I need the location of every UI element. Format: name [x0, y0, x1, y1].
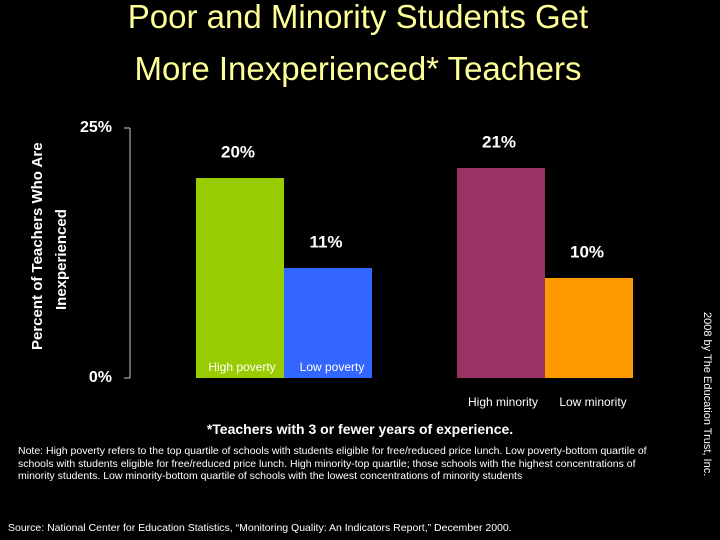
chart-title: More Inexperienced* Teachers — [135, 50, 582, 87]
bar — [545, 278, 633, 378]
bar — [284, 268, 372, 378]
y-tick-label: 25% — [80, 119, 112, 136]
y-axis-label: Percent of Teachers Who Are — [29, 142, 46, 350]
value-label: 10% — [570, 242, 604, 261]
note: Note: High poverty refers to the top qua… — [18, 445, 647, 482]
bar — [196, 178, 284, 378]
credit: 2008 by The Education Trust, Inc. — [701, 312, 713, 476]
x-tick-label: High minority — [468, 395, 538, 409]
y-axis-label: Inexperienced — [53, 209, 70, 310]
footnote: *Teachers with 3 or fewer years of exper… — [207, 421, 513, 437]
x-tick-label: High poverty — [208, 360, 275, 374]
y-tick-label: 0% — [89, 369, 112, 386]
value-label: 11% — [309, 232, 342, 251]
chart-title: Poor and Minority Students Get — [128, 0, 588, 35]
source: Source: National Center for Education St… — [8, 522, 512, 534]
x-tick-label: Low poverty — [300, 360, 365, 374]
value-label: 21% — [482, 132, 516, 151]
x-tick-label: Low minority — [559, 395, 626, 409]
bar — [457, 168, 545, 378]
value-label: 20% — [221, 142, 255, 161]
